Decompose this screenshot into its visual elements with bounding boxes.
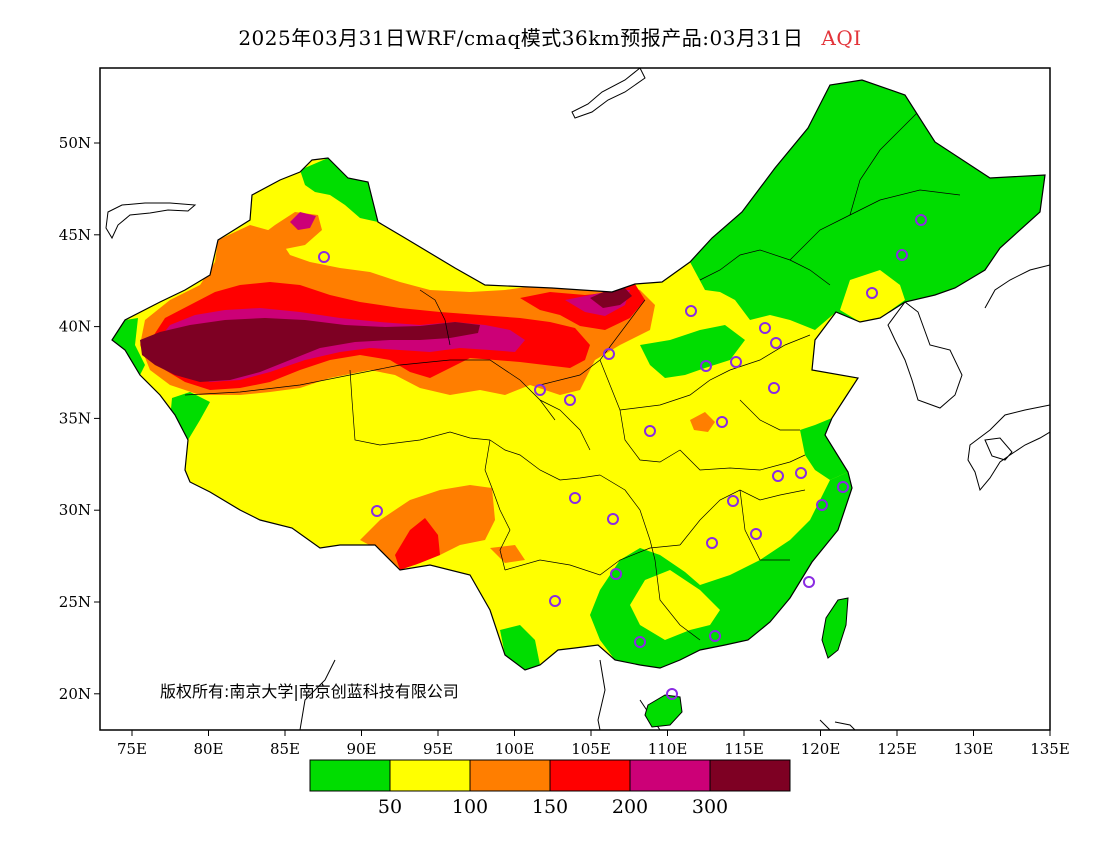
x-tick-label: 110E [648,740,688,758]
station-marker [371,505,383,517]
x-tick-label: 125E [877,740,917,758]
station-marker [564,394,576,406]
x-tick-label: 120E [801,740,841,758]
station-marker [837,481,849,493]
y-tick-label: 30N [59,501,91,519]
station-marker [772,470,784,482]
station-marker [534,384,546,396]
balkhash-lake-outline [105,202,197,240]
legend-swatch [629,759,711,792]
station-marker [759,322,771,334]
x-tick-label: 90E [346,740,376,758]
station-marker [896,249,908,261]
station-marker [685,305,697,317]
neighbor-outlines [105,68,1050,730]
y-tick-label: 40N [59,318,91,336]
x-tick-label: 85E [270,740,300,758]
province-borders [184,109,961,641]
aqi-zone-magenta-xinjiang-north [290,212,316,230]
station-marker [816,499,828,511]
y-tick-label: 45N [59,226,91,244]
legend-swatch [709,759,791,792]
legend-label: 150 [532,796,568,818]
map-title: 2025年03月31日WRF/cmaq模式36km预报产品:03月31日 AQI [0,22,1100,51]
x-tick-label: 95E [423,740,453,758]
legend-label: 50 [378,796,402,818]
aqi-zone-green-northeast [690,80,1045,330]
legend-label: 100 [452,796,488,818]
station-marker [549,595,561,607]
y-tick-label: 50N [59,134,91,152]
legend-swatch [389,759,471,792]
aqi-zone-green-north-xinjiang [300,158,378,222]
station-marker [730,356,742,368]
x-tick-label: 135E [1030,740,1070,758]
taiwan-island [821,597,849,659]
aqi-field [111,79,1046,728]
station-marker [706,537,718,549]
y-tick-label: 20N [59,685,91,703]
station-marker [569,492,581,504]
station-marker [803,576,815,588]
japan-outline [967,264,1050,492]
y-tick-label: 35N [59,409,91,427]
aqi-zone-green-east-coast [800,418,848,480]
x-tick-label: 80E [193,740,223,758]
station-marker [603,348,615,360]
legend-label: 300 [692,796,728,818]
legend-swatch [469,759,551,792]
station-marker [866,287,878,299]
y-tick-label: 25N [59,593,91,611]
station-marker [607,513,619,525]
station-marker [727,495,739,507]
x-tick-label: 130E [954,740,994,758]
aqi-zone-darkred-northwest [140,318,480,382]
station-marker [644,425,656,437]
copyright-text: 版权所有:南京大学|南京创蓝科技有限公司 [160,682,459,701]
station-marker [915,214,927,226]
legend-swatch [309,759,391,792]
station-marker [610,568,622,580]
station-marker [768,382,780,394]
station-marker [318,251,330,263]
title-text: 2025年03月31日WRF/cmaq模式36km预报产品:03月31日 [238,26,804,50]
korea-outline [887,301,963,409]
x-tick-label: 100E [495,740,535,758]
station-marker [709,630,721,642]
station-marker [666,688,678,700]
station-marker [700,360,712,372]
aqi-zone-orange-sichuan-east [490,545,525,563]
station-marker [795,467,807,479]
station-markers [318,214,927,700]
x-tick-label: 105E [571,740,611,758]
aqi-zone-yellow-patch-ne [840,270,905,322]
station-marker [716,416,728,428]
x-tick-label: 115E [724,740,764,758]
x-tick-label: 75E [117,740,147,758]
aqi-zone-yellow-patch-south [630,570,720,640]
aqi-zone-green-west-edge [112,318,145,375]
station-marker [750,528,762,540]
aqi-zone-red-tibet-south [395,518,440,570]
legend: 50 100 150 200 300 [309,759,791,818]
aqi-zone-orange-small-east [690,412,715,432]
aqi-zone-darkred-inner-mongolia [590,288,632,308]
baikal-lake-outline [571,68,646,119]
aqi-zone-green-north-strip [640,325,745,378]
title-variable: AQI [821,26,862,50]
legend-label: 200 [612,796,648,818]
axis-ticks: 75E 80E 85E 90E 95E 100E 105E 110E 115E 120E 125E 1… [59,134,1070,758]
station-marker [634,636,646,648]
station-marker [770,337,782,349]
legend-swatch [549,759,631,792]
